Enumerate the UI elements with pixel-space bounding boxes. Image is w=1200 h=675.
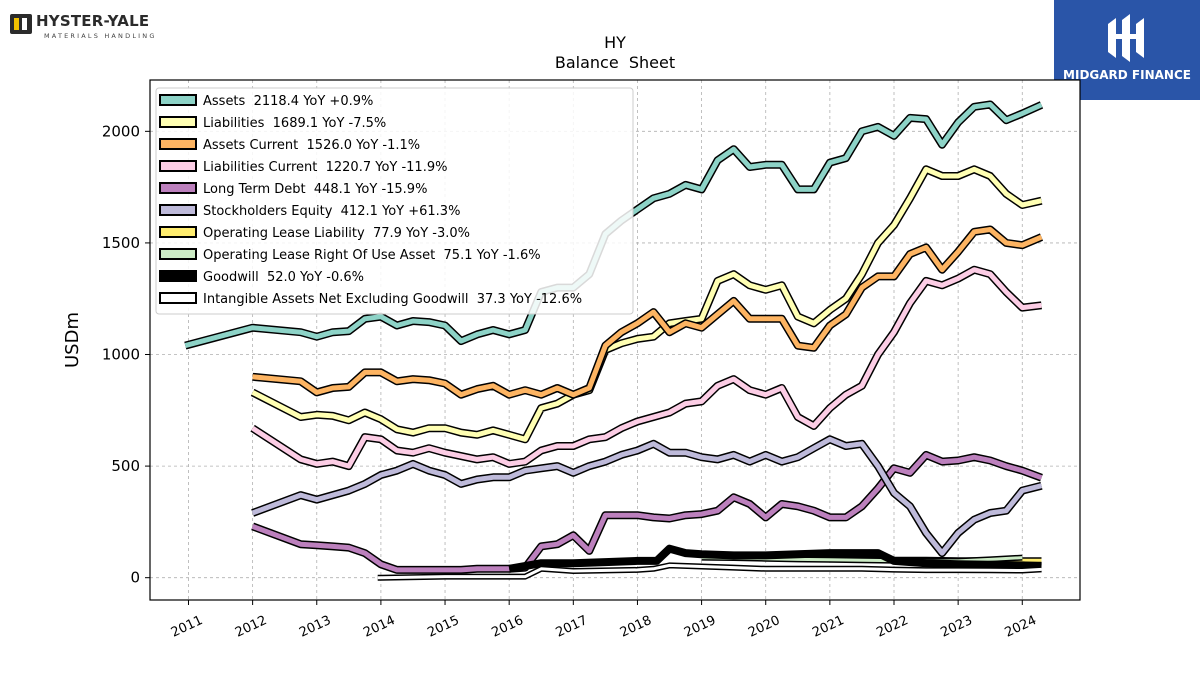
series-line xyxy=(251,452,1043,573)
series-4 xyxy=(251,450,1043,574)
legend-entry: Liabilities Current 1220.7 YoY -11.9% xyxy=(203,160,447,175)
series-0 xyxy=(184,100,1044,350)
legend-box xyxy=(155,87,634,315)
x-tick-label: 2023 xyxy=(938,613,974,641)
series-5 xyxy=(251,435,1043,558)
hyster-yale-mark-icon xyxy=(10,14,32,34)
series-line xyxy=(184,102,1043,349)
chart-title: HY xyxy=(604,33,626,52)
y-tick-label: 0 xyxy=(130,569,140,587)
x-tick-label: 2013 xyxy=(297,613,333,641)
x-tick-label: 2020 xyxy=(746,613,782,641)
midgard-finance-mark-icon xyxy=(1108,14,1144,62)
legend-swatch xyxy=(159,160,197,172)
series-line xyxy=(252,227,1043,398)
y-tick-label: 1000 xyxy=(102,346,140,364)
x-tick-label: 2018 xyxy=(618,613,654,641)
hyster-yale-logo: HYSTER-YALE MATERIALS HANDLING xyxy=(10,10,160,46)
legend-entry: Stockholders Equity 412.1 YoY +61.3% xyxy=(203,204,460,219)
legend-swatch xyxy=(159,116,197,128)
midgard-finance-name: MIDGARD FINANCE xyxy=(1063,68,1191,82)
x-tick-label: 2019 xyxy=(682,613,718,641)
series-9 xyxy=(377,562,1042,581)
legend-entry: Long Term Debt 448.1 YoY -15.9% xyxy=(203,182,427,197)
y-tick-label: 1500 xyxy=(102,234,140,252)
legend-entry: Operating Lease Liability 77.9 YoY -3.0% xyxy=(203,226,470,241)
x-tick-label: 2022 xyxy=(874,613,910,641)
series-line xyxy=(508,546,1042,572)
x-tick-label: 2024 xyxy=(1003,613,1039,641)
x-tick-label: 2017 xyxy=(554,613,590,641)
legend-entry: Assets 2118.4 YoY +0.9% xyxy=(203,94,373,109)
legend-swatch xyxy=(159,270,197,282)
legend-entry: Operating Lease Right Of Use Asset 75.1 … xyxy=(203,248,541,263)
y-axis-label: USDm xyxy=(62,312,83,368)
legend-entry: Goodwill 52.0 YoY -0.6% xyxy=(203,270,364,285)
plot-frame xyxy=(149,79,1081,601)
x-tick-label: 2011 xyxy=(169,613,205,641)
legend-swatch xyxy=(159,204,197,216)
legend-entry: Liabilities 1689.1 YoY -7.5% xyxy=(203,116,386,131)
series-layer xyxy=(184,100,1044,581)
legend-swatch xyxy=(159,292,197,304)
x-tick-label: 2016 xyxy=(490,613,526,641)
series-1 xyxy=(250,165,1043,444)
series-2 xyxy=(252,225,1044,399)
series-line xyxy=(251,267,1042,469)
series-8 xyxy=(508,544,1042,573)
legend-swatch xyxy=(159,182,197,194)
legend: Assets 2118.4 YoY +0.9% Liabilities 1689.… xyxy=(155,87,634,315)
x-tick-label: 2012 xyxy=(233,613,269,641)
series-line xyxy=(251,436,1043,556)
legend-entry: Intangible Assets Net Excluding Goodwill… xyxy=(203,292,582,307)
series-3 xyxy=(250,265,1042,471)
series-line xyxy=(251,166,1043,442)
x-tick-label: 2021 xyxy=(810,613,846,641)
x-tick-label: 2014 xyxy=(361,613,397,641)
legend-entry: Assets Current 1526.0 YoY -1.1% xyxy=(203,138,420,153)
y-tick-label: 2000 xyxy=(102,122,140,140)
legend-swatch xyxy=(159,248,197,260)
y-tick-label: 500 xyxy=(111,457,140,475)
x-tick-label: 2015 xyxy=(425,613,461,641)
legend-swatch xyxy=(159,94,197,106)
legend-swatch xyxy=(159,226,197,238)
series-line xyxy=(377,563,1042,580)
hyster-yale-tagline: MATERIALS HANDLING xyxy=(44,32,157,40)
chart-subtitle: Balance Sheet xyxy=(555,53,675,72)
legend-swatch xyxy=(159,138,197,150)
hyster-yale-name: HYSTER-YALE xyxy=(36,12,150,30)
